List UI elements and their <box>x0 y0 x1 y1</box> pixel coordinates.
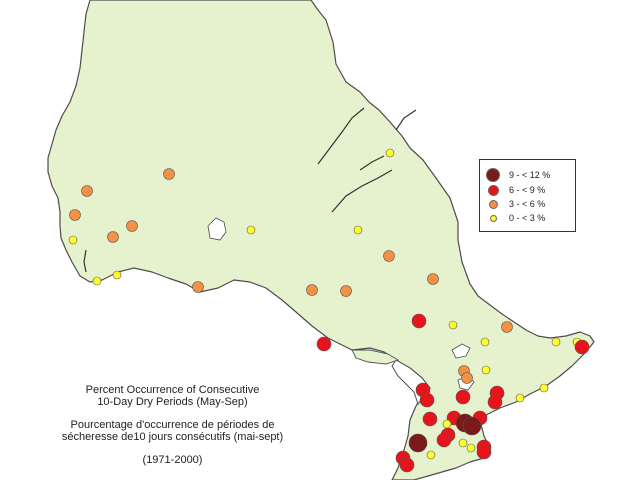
legend-item: 9 - < 12 % <box>480 167 575 183</box>
rivers <box>83 107 417 273</box>
legend-item: 3 - < 6 % <box>480 196 575 212</box>
station-dot <box>476 444 492 460</box>
lake-nipigon <box>207 217 227 241</box>
legend-label: 9 - < 12 % <box>509 170 551 180</box>
legend-swatch-yellow <box>490 215 497 222</box>
station-dot <box>246 225 256 235</box>
station-dot <box>455 389 471 405</box>
station-dot <box>126 220 138 232</box>
station-dot <box>306 284 318 296</box>
station-dot <box>316 336 332 352</box>
station-dot <box>487 394 503 410</box>
station-dot <box>419 392 435 408</box>
station-dot <box>466 443 476 453</box>
caption-period: (1971-2000) <box>142 454 203 466</box>
station-dot <box>408 433 428 453</box>
station-dot <box>480 337 490 347</box>
station-dot <box>501 321 513 333</box>
station-dot <box>107 231 119 243</box>
station-dot <box>81 185 93 197</box>
caption-french-line-2: sécheresse de10 jours consécutifs (mai-s… <box>61 431 284 443</box>
legend-label: 3 - < 6 % <box>509 199 546 209</box>
lake-nipissing <box>451 343 471 359</box>
ontario-landmass <box>47 0 595 480</box>
station-dot <box>442 419 452 429</box>
station-dots <box>68 148 590 473</box>
station-dot <box>353 225 363 235</box>
station-dot <box>448 320 458 330</box>
caption-english-line-1: Percent Occurrence of Consecutive <box>85 384 260 396</box>
legend-swatch-red <box>488 185 499 196</box>
station-dot <box>426 450 436 460</box>
station-dot <box>383 250 395 262</box>
station-dot <box>385 148 395 158</box>
station-dot <box>340 285 352 297</box>
station-dot <box>112 270 122 280</box>
station-dot <box>458 438 468 448</box>
station-dot <box>427 273 439 285</box>
station-dot <box>461 372 473 384</box>
station-dot <box>481 365 491 375</box>
legend-item: 0 - < 3 % <box>480 210 575 226</box>
legend-swatch-orange <box>489 200 498 209</box>
map-caption: Percent Occurrence of Consecutive 10-Day… <box>40 384 305 466</box>
station-dot <box>92 276 102 286</box>
station-dot <box>436 432 452 448</box>
station-dot <box>551 337 561 347</box>
station-dot <box>462 416 482 436</box>
manitoulin-island <box>351 349 400 365</box>
station-dot <box>163 168 175 180</box>
station-dot <box>539 383 549 393</box>
legend-label: 0 - < 3 % <box>509 213 546 223</box>
map-legend: 9 - < 12 % 6 - < 9 % 3 - < 6 % 0 - < 3 % <box>479 159 576 232</box>
legend-swatch-dark-red <box>486 168 500 182</box>
legend-label: 6 - < 9 % <box>509 185 546 195</box>
station-dot <box>422 411 438 427</box>
caption-english-line-2: 10-Day Dry Periods (May-Sep) <box>97 396 248 408</box>
caption-french-line-1: Pourcentage d'occurrence de périodes de <box>70 419 275 431</box>
station-dot <box>399 457 415 473</box>
station-dot <box>515 393 525 403</box>
station-dot <box>68 235 78 245</box>
station-dot <box>69 209 81 221</box>
station-dot <box>411 313 427 329</box>
station-dot <box>574 339 590 355</box>
legend-item: 6 - < 9 % <box>480 182 575 198</box>
station-dot <box>192 281 204 293</box>
